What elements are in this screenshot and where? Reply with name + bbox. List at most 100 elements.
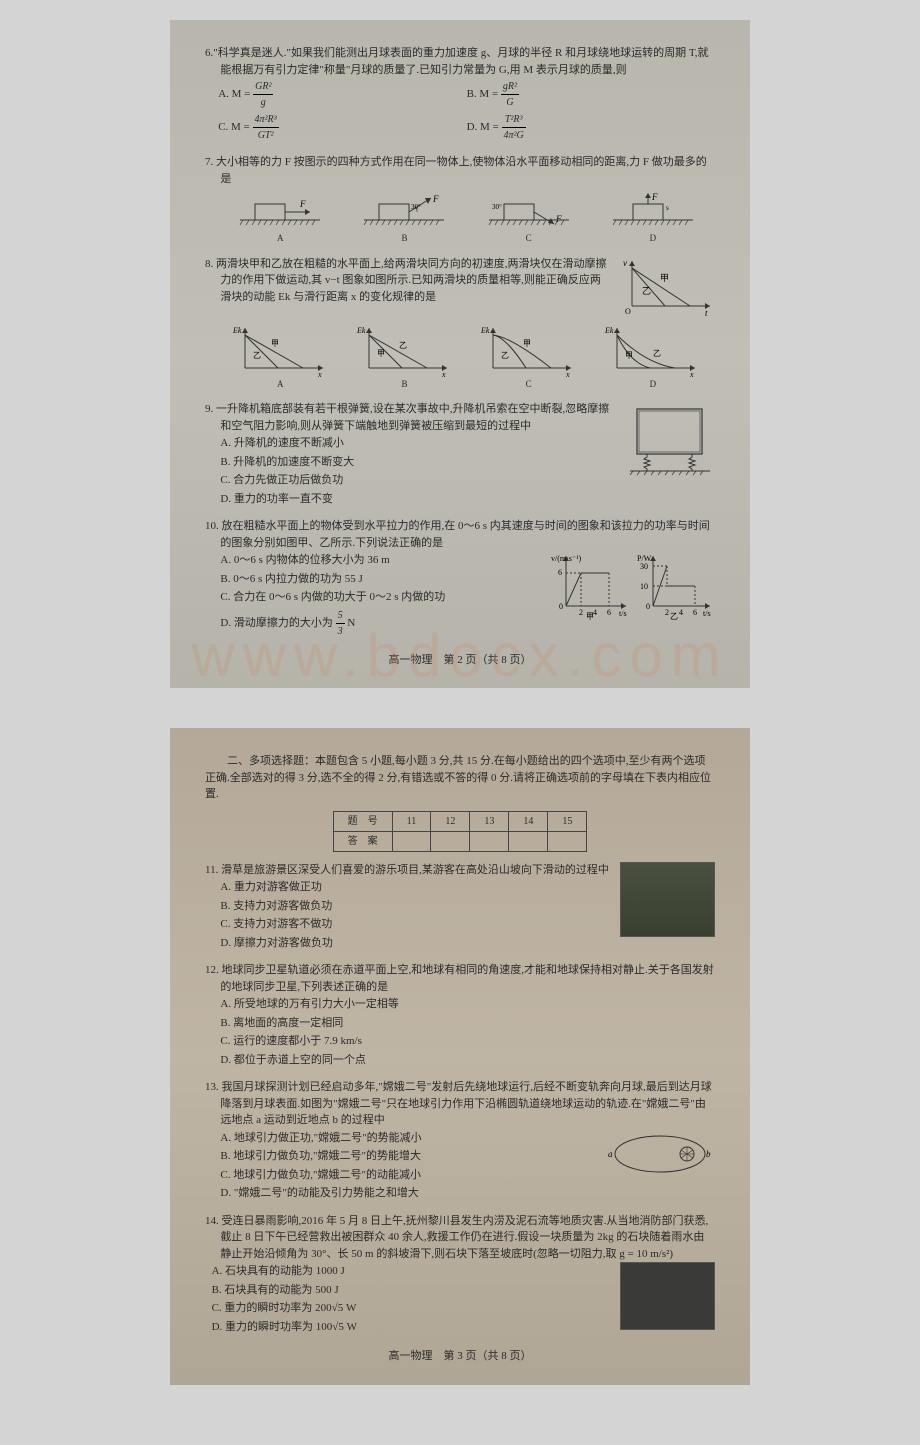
table-row: 题 号 11 12 13 14 15 — [333, 811, 587, 831]
question-10: 10. 放在粗糙水平面上的物体受到水平拉力的作用,在 0～6 s 内其速度与时间… — [205, 518, 715, 640]
svg-text:Ek: Ek — [481, 326, 490, 335]
svg-text:x: x — [441, 370, 446, 378]
question-8: v t O 甲 乙 8. 两滑块甲和乙放在粗糙的水平面上,给两滑块同方向的初速度… — [205, 256, 715, 392]
svg-text:x: x — [565, 370, 570, 378]
svg-text:b: b — [706, 1149, 711, 1159]
svg-text:甲: 甲 — [660, 273, 669, 283]
q6-opt-b: B. M = gR²G — [467, 78, 715, 111]
svg-text:乙: 乙 — [642, 286, 651, 296]
frac-gr2-g: GR²g — [253, 79, 273, 110]
q14-photo — [620, 1262, 715, 1330]
exam-page-2: 6."科学真是迷人."如果我们能测出月球表面的重力加速度 g、月球的半径 R 和… — [170, 20, 750, 688]
svg-text:乙: 乙 — [670, 612, 678, 621]
q8-diagram-b: Ekx 甲乙 B — [357, 323, 452, 392]
question-14: 14. 受连日暴雨影响,2016 年 5 月 8 日上午,抚州黎川县发生内涝及泥… — [205, 1213, 715, 1337]
svg-text:0: 0 — [559, 602, 563, 611]
q8-label-d: D — [605, 378, 700, 392]
page2-footer: 高一物理 第 2 页（共 8 页） — [205, 652, 715, 669]
q8-label-c: C — [481, 378, 576, 392]
svg-text:t/s: t/s — [619, 609, 627, 618]
svg-text:F: F — [555, 214, 562, 224]
svg-text:F: F — [651, 192, 658, 202]
q7-label-a: A — [235, 232, 325, 246]
svg-text:x: x — [689, 370, 694, 378]
q8-diagrams: Ekx 甲乙 A Ekx 甲乙 B — [218, 323, 715, 392]
question-13: 13. 我国月球探测计划已经启动多年,"嫦娥二号"发射后先绕地球运行,后经不断变… — [205, 1079, 715, 1203]
q13-opt-d: D. "嫦娥二号"的动能及引力势能之和增大 — [220, 1184, 715, 1203]
q8-diagram-c: Ek x 甲乙 C — [481, 323, 576, 392]
q10-graph-v: v/(m·s⁻¹)t/s 0 6 246 甲 — [551, 551, 631, 621]
svg-text:a: a — [608, 1149, 613, 1159]
q8-label-b: B — [357, 378, 452, 392]
q12-opt-a: A. 所受地球的万有引力大小一定相等 — [220, 995, 715, 1014]
svg-text:乙: 乙 — [253, 351, 261, 360]
table-row: 答 案 — [333, 831, 587, 851]
svg-text:甲: 甲 — [625, 351, 633, 360]
svg-text:v: v — [623, 258, 627, 268]
q8-diagram-a: Ekx 甲乙 A — [233, 323, 328, 392]
q12-opt-c: C. 运行的速度都小于 7.9 km/s — [220, 1032, 715, 1051]
page3-footer: 高一物理 第 3 页（共 8 页） — [205, 1348, 715, 1365]
table-cell: 15 — [548, 811, 587, 831]
svg-text:Ek: Ek — [605, 326, 614, 335]
q7-diagram-c: F 30° C — [484, 192, 574, 246]
th-num: 题 号 — [333, 811, 392, 831]
question-7: 7. 大小相等的力 F 按图示的四种方式作用在同一物体上,使物体沿水平面移动相同… — [205, 154, 715, 246]
q13-text: 13. 我国月球探测计划已经启动多年,"嫦娥二号"发射后先绕地球运行,后经不断变… — [220, 1079, 715, 1129]
th-ans: 答 案 — [333, 831, 392, 851]
svg-text:4: 4 — [679, 608, 683, 617]
q7-label-d: D — [608, 232, 698, 246]
svg-text:0: 0 — [646, 602, 650, 611]
svg-text:乙: 乙 — [653, 349, 661, 358]
q10-text: 10. 放在粗糙水平面上的物体受到水平拉力的作用,在 0～6 s 内其速度与时间… — [220, 518, 715, 551]
q13-figure: a b — [605, 1129, 715, 1179]
q6-text: 6."科学真是迷人."如果我们能测出月球表面的重力加速度 g、月球的半径 R 和… — [220, 45, 715, 78]
q7-diagram-d: F s D — [608, 192, 698, 246]
q7-label-c: C — [484, 232, 574, 246]
answer-table: 题 号 11 12 13 14 15 答 案 — [333, 811, 588, 852]
q10-figures: v/(m·s⁻¹)t/s 0 6 246 甲 P/Wt/s 0 3010 246 — [551, 551, 715, 621]
svg-text:F: F — [432, 194, 439, 204]
question-12: 12. 地球同步卫星轨道必须在赤道平面上空,和地球有相同的角速度,才能和地球保持… — [205, 962, 715, 1069]
q12-text: 12. 地球同步卫星轨道必须在赤道平面上空,和地球有相同的角速度,才能和地球保持… — [220, 962, 715, 995]
svg-text:10: 10 — [640, 582, 648, 591]
svg-text:乙: 乙 — [501, 351, 509, 360]
svg-text:6: 6 — [558, 568, 562, 577]
svg-text:v/(m·s⁻¹): v/(m·s⁻¹) — [551, 554, 582, 563]
q12-options: A. 所受地球的万有引力大小一定相等 B. 离地面的高度一定相同 C. 运行的速… — [220, 995, 715, 1069]
svg-text:甲: 甲 — [586, 612, 594, 621]
frac-4pi2r3-gt2: 4π²R³GT² — [253, 112, 279, 143]
q8-given-graph: v t O 甲 乙 — [620, 256, 715, 318]
q12-opt-d: D. 都位于赤道上空的同一个点 — [220, 1051, 715, 1070]
svg-text:O: O — [625, 307, 631, 316]
svg-text:t/s: t/s — [703, 609, 711, 618]
svg-text:30°: 30° — [492, 203, 502, 211]
svg-text:t: t — [705, 308, 708, 318]
q11-photo — [620, 862, 715, 937]
q9-figure — [625, 401, 715, 476]
question-9: 9. 一升降机箱底部装有若干根弹簧,设在某次事故中,升降机吊索在空中断裂,忽略摩… — [205, 401, 715, 508]
q6-opt-c: C. M = 4π²R³GT² — [218, 111, 466, 144]
svg-text:2: 2 — [665, 608, 669, 617]
q8-diagram-d: Ek x 甲 乙 D — [605, 323, 700, 392]
svg-text:甲: 甲 — [271, 339, 279, 348]
svg-text:Ek: Ek — [233, 326, 242, 335]
section-2-title: 二、多项选择题：本题包含 5 小题,每小题 3 分,共 15 分.在每小题给出的… — [205, 753, 715, 803]
svg-text:F: F — [299, 199, 306, 209]
svg-text:2: 2 — [579, 608, 583, 617]
svg-text:30: 30 — [640, 562, 648, 571]
q6-opt-a: A. M = GR²g — [218, 78, 466, 111]
svg-text:甲: 甲 — [523, 339, 531, 348]
q7-diagrams: F A F 30° B — [218, 192, 715, 246]
svg-text:30°: 30° — [411, 203, 421, 211]
q7-diagram-a: F A — [235, 192, 325, 246]
table-cell: 11 — [392, 811, 431, 831]
svg-text:s: s — [666, 204, 669, 212]
q9-opt-d: D. 重力的功率一直不变 — [220, 490, 715, 509]
q6-options: A. M = GR²g B. M = gR²G C. M = 4π²R³GT² … — [218, 78, 715, 144]
question-6: 6."科学真是迷人."如果我们能测出月球表面的重力加速度 g、月球的半径 R 和… — [205, 45, 715, 144]
q10-graph-p: P/Wt/s 0 3010 246 乙 — [635, 551, 715, 621]
q8-label-a: A — [233, 378, 328, 392]
exam-page-3: 二、多项选择题：本题包含 5 小题,每小题 3 分,共 15 分.在每小题给出的… — [170, 728, 750, 1385]
q14-text: 14. 受连日暴雨影响,2016 年 5 月 8 日上午,抚州黎川县发生内涝及泥… — [220, 1213, 715, 1263]
